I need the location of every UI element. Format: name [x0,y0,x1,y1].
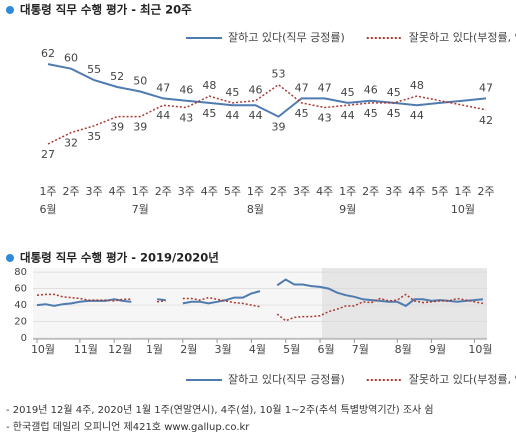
data-label: 45 [202,107,216,120]
data-label: 45 [295,107,309,120]
footnote: - 한국갤럽 데일리 오피니언 제421호 www.gallup.co.kr [6,421,250,433]
x-tick-month: 7월 [132,203,149,216]
x-tick-label: 3주 [178,185,195,198]
x-tick-label: 1월 [146,343,163,356]
legend-label: 잘하고 있다(직무 긍정률) [228,30,345,44]
x-tick-label: 2주 [155,185,172,198]
data-label: 39 [133,121,147,134]
shaded-period [322,268,487,338]
data-label: 32 [64,137,78,150]
data-label: 35 [87,130,101,143]
data-label: 39 [110,121,124,134]
data-label: 53 [272,68,286,81]
data-label: 55 [87,63,101,76]
y-tick-label: 0 [21,333,27,344]
data-label: 48 [202,79,216,92]
data-label: 45 [387,86,401,99]
x-tick-month: 6월 [39,203,56,216]
x-tick-label: 2주 [62,185,79,198]
x-tick-month: 9월 [339,203,356,216]
data-label: 44 [410,109,424,122]
legend-label: 잘하고 있다(직무 긍정률) [228,372,345,386]
data-label: 47 [156,81,170,94]
chart-title: 대통령 직무 수행 평가 - 최근 20주 [20,3,192,17]
x-tick-month: 8월 [247,203,264,216]
x-tick-label: 4월 [249,343,266,356]
data-label: 44 [341,109,355,122]
series-line [36,293,484,322]
x-tick-label: 4주 [408,185,425,198]
x-tick-label: 2주 [362,185,379,198]
x-tick-label: 5주 [431,185,448,198]
legend-label: 잘못하고 있다(부정률, %) [409,372,516,386]
data-label: 45 [341,86,355,99]
data-label: 47 [318,81,332,94]
data-label: 47 [479,81,493,94]
y-tick-label: 20 [14,317,27,328]
x-tick-label: 1주 [339,185,356,198]
x-tick-label: 5월 [283,343,300,356]
y-tick-label: 80 [14,267,27,278]
series-line [36,278,484,308]
data-label: 48 [410,79,424,92]
x-tick-label: 4주 [316,185,333,198]
data-label: 44 [248,109,262,122]
series-line [47,63,487,118]
x-tick-label: 4주 [109,185,126,198]
y-tick-label: 60 [14,284,27,295]
data-label: 45 [387,107,401,120]
data-label: 39 [272,121,286,134]
x-tick-label: 4주 [201,185,218,198]
x-tick-label: 2월 [180,343,197,356]
x-tick-label: 3주 [385,185,402,198]
data-label: 45 [225,86,239,99]
x-tick-label: 12월 [108,343,132,356]
data-label: 60 [64,52,78,65]
x-tick-label: 10월 [468,343,492,356]
data-label: 47 [295,81,309,94]
data-label: 45 [364,107,378,120]
data-label: 46 [179,84,193,97]
x-tick-label: 7월 [352,343,369,356]
x-tick-label: 2주 [477,185,494,198]
data-label: 42 [479,114,493,127]
data-label: 43 [318,112,332,125]
data-label: 44 [225,109,239,122]
x-tick-label: 1주 [454,185,471,198]
legend-label: 잘못하고 있다(부정률, %) [409,30,516,44]
x-tick-label: 8월 [395,343,412,356]
data-label: 46 [248,84,262,97]
data-label: 43 [179,112,193,125]
data-label: 50 [133,75,147,88]
x-tick-label: 3월 [215,343,232,356]
data-label: 46 [364,84,378,97]
title-bullet [6,254,14,262]
series-line [47,83,487,145]
x-tick-label: 5주 [224,185,241,198]
data-label: 27 [41,148,55,161]
x-tick-label: 1주 [247,185,264,198]
x-tick-label: 1주 [39,185,56,198]
title-bullet [6,6,14,14]
x-tick-label: 10월 [31,343,55,356]
x-tick-label: 6월 [317,343,334,356]
y-tick-label: 40 [14,300,27,311]
chart-title: 대통령 직무 수행 평가 - 2019/2020년 [20,251,219,265]
data-label: 44 [156,109,170,122]
footnote: - 2019년 12월 4주, 2020년 1월 1주(연말연시), 4주(설)… [6,404,434,416]
x-tick-label: 1주 [132,185,149,198]
x-tick-label: 11월 [74,343,98,356]
x-tick-label: 2주 [270,185,287,198]
x-tick-label: 9월 [429,343,446,356]
x-tick-label: 3주 [293,185,310,198]
data-label: 52 [110,70,124,83]
data-label: 62 [41,47,55,60]
x-tick-month: 10월 [451,203,475,216]
x-tick-label: 3주 [86,185,103,198]
